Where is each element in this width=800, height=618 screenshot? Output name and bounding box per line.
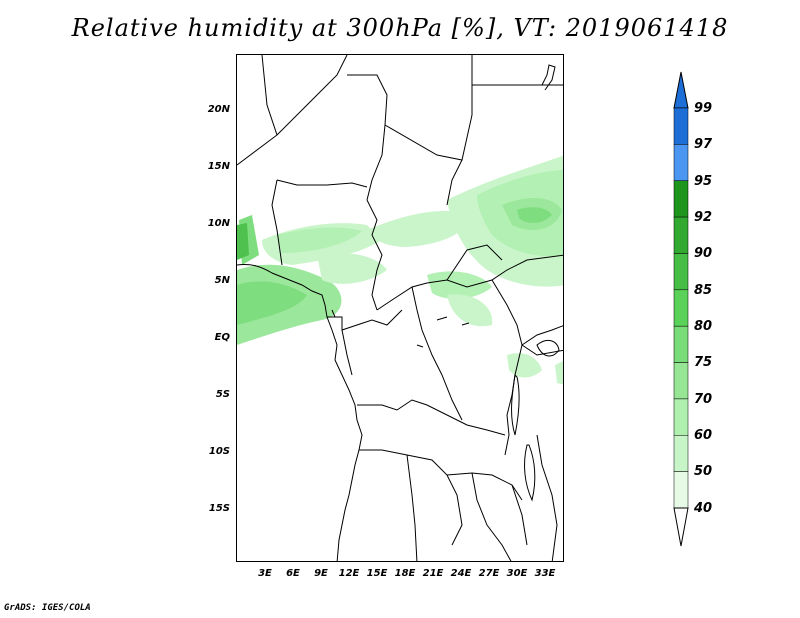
colorbar-segment [673, 435, 689, 472]
longitude-label: 21E [422, 568, 444, 579]
colorbar-segment [673, 144, 689, 181]
colorbar-label: 40 [694, 501, 713, 516]
map-title: Relative humidity at 300hPa [%], VT: 201… [71, 14, 729, 42]
longitude-label: 3E [258, 568, 272, 579]
longitude-label: 6E [286, 568, 300, 579]
colorbar-segments [673, 107, 689, 509]
colorbar-label: 99 [694, 101, 713, 116]
colorbar-label: 75 [694, 355, 713, 370]
colorbar-label: 97 [694, 137, 713, 152]
colorbar-segment [673, 325, 689, 363]
colorbar-label: 60 [694, 428, 713, 443]
colorbar-label: 85 [694, 283, 713, 298]
longitude-label: 12E [338, 568, 360, 579]
latitude-label: 15N [207, 161, 230, 172]
colorbar-label: 95 [694, 174, 713, 189]
colorbar-segment [673, 107, 689, 145]
colorbar-segment [673, 180, 689, 218]
longitude-label: 27E [478, 568, 500, 579]
colorbar-label: 70 [694, 392, 713, 407]
colorbar-label: 50 [694, 464, 713, 479]
longitude-label: 30E [506, 568, 528, 579]
longitude-label: 24E [450, 568, 472, 579]
colorbar-segment [673, 398, 689, 436]
latitude-label: 5N [214, 275, 230, 286]
grads-credit: GrADS: IGES/COLA [4, 603, 91, 613]
latitude-label: 15S [208, 503, 230, 514]
longitude-label: 18E [394, 568, 416, 579]
latitude-label: 5S [215, 389, 230, 400]
colorbar-segment [673, 289, 689, 327]
lake-outlines [416, 64, 560, 502]
country-borders [237, 55, 563, 561]
colorbar-segment [673, 471, 689, 509]
colorbar-label: 92 [694, 210, 713, 225]
longitude-label: 9E [314, 568, 328, 579]
longitude-label: 15E [366, 568, 388, 579]
colorbar-top-arrow [673, 71, 689, 109]
latitude-label: 10S [208, 446, 230, 457]
latitude-label: 10N [207, 218, 230, 229]
humidity-shading [237, 155, 563, 385]
colorbar-bottom-arrow [673, 507, 689, 547]
longitude-label: 33E [534, 568, 556, 579]
colorbar-segment [673, 216, 689, 254]
colorbar-segment [673, 362, 689, 400]
colorbar-label: 90 [694, 246, 713, 261]
colorbar-label: 80 [694, 319, 713, 334]
colorbar-segment [673, 253, 689, 291]
latitude-label: 20N [207, 104, 230, 115]
map-panel [236, 54, 564, 562]
latitude-label: EQ [214, 332, 230, 343]
